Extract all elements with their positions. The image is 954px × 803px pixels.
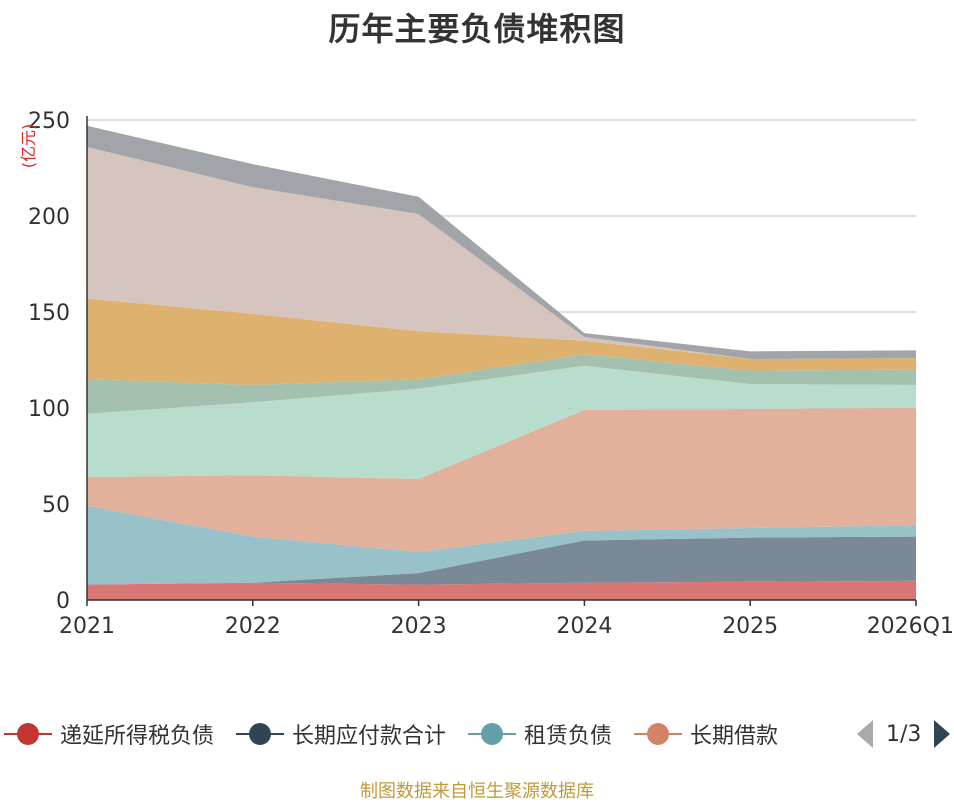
- area-series[interactable]: 递延所得税负债: [87, 580, 916, 600]
- legend-series-marker-icon: [236, 722, 285, 746]
- legend-label: 长期应付款合计: [292, 724, 447, 749]
- y-tick-label: 0: [56, 589, 70, 614]
- x-tick-label: 2023: [391, 614, 447, 639]
- area-series[interactable]: 长期应付款合计: [87, 536, 916, 585]
- area-series[interactable]: 长期借款: [87, 408, 916, 552]
- legend-item-long-term-loans[interactable]: 长期借款: [634, 718, 778, 750]
- area-series[interactable]: 递延收益: [87, 298, 916, 385]
- legend-label: 租赁负债: [524, 724, 613, 749]
- pager-page-indicator: 1/3: [886, 721, 922, 747]
- x-tick-label: 2022: [225, 614, 281, 639]
- y-tick-label: 100: [28, 397, 70, 422]
- area-series[interactable]: 预计负债: [87, 146, 916, 360]
- y-axis-label: (亿元): [19, 124, 38, 169]
- area-series[interactable]: 租赁负债: [87, 505, 916, 585]
- chart-title: 历年主要负债堆积图: [328, 10, 626, 48]
- area-series[interactable]: 应付债券: [87, 365, 916, 480]
- legend-series-marker-icon: [634, 722, 683, 746]
- legend-item-lease-liabilities[interactable]: 租赁负债: [468, 718, 612, 750]
- chart-canvas: 递延所得税负债长期应付款合计租赁负债长期借款应付债券其他非流动负债递延收益预计负…: [19, 109, 954, 639]
- legend-pager: 1/3: [856, 716, 951, 752]
- legend-series-marker-icon: [468, 722, 517, 746]
- pager-next-icon[interactable]: [933, 719, 951, 749]
- x-tick-label: 2021: [59, 614, 115, 639]
- area-layer: 递延所得税负债长期应付款合计租赁负债长期借款应付债券其他非流动负债递延收益预计负…: [87, 125, 916, 600]
- area-series[interactable]: 其他负债: [87, 125, 916, 360]
- x-tick-label: 2026Q1: [867, 614, 954, 639]
- legend-label: 长期借款: [690, 724, 779, 749]
- legend-series-marker-icon: [4, 722, 52, 746]
- axis-layer: 0 50 100 150 200 250 2021 2022 2023 2024 2025 2026Q…: [28, 109, 954, 639]
- legend-label: 递延所得税负债: [60, 724, 215, 749]
- pager-prev-icon[interactable]: [856, 719, 874, 749]
- y-tick-label: 50: [42, 493, 70, 518]
- y-tick-label: 150: [28, 301, 70, 326]
- data-source-note: 制图数据来自恒生聚源数据库: [360, 781, 594, 802]
- legend-item-long-term-payables[interactable]: 长期应付款合计: [236, 718, 446, 750]
- area-series[interactable]: 其他非流动负债: [87, 354, 916, 414]
- x-tick-label: 2024: [556, 614, 612, 639]
- y-tick-label: 200: [28, 205, 70, 230]
- y-tick-label: 250: [28, 109, 70, 134]
- x-tick-label: 2025: [722, 614, 778, 639]
- legend-item-deferred-tax[interactable]: 递延所得税负债: [4, 718, 214, 750]
- legend: 递延所得税负债 长期应付款合计 租赁负债 长期借款: [0, 712, 954, 756]
